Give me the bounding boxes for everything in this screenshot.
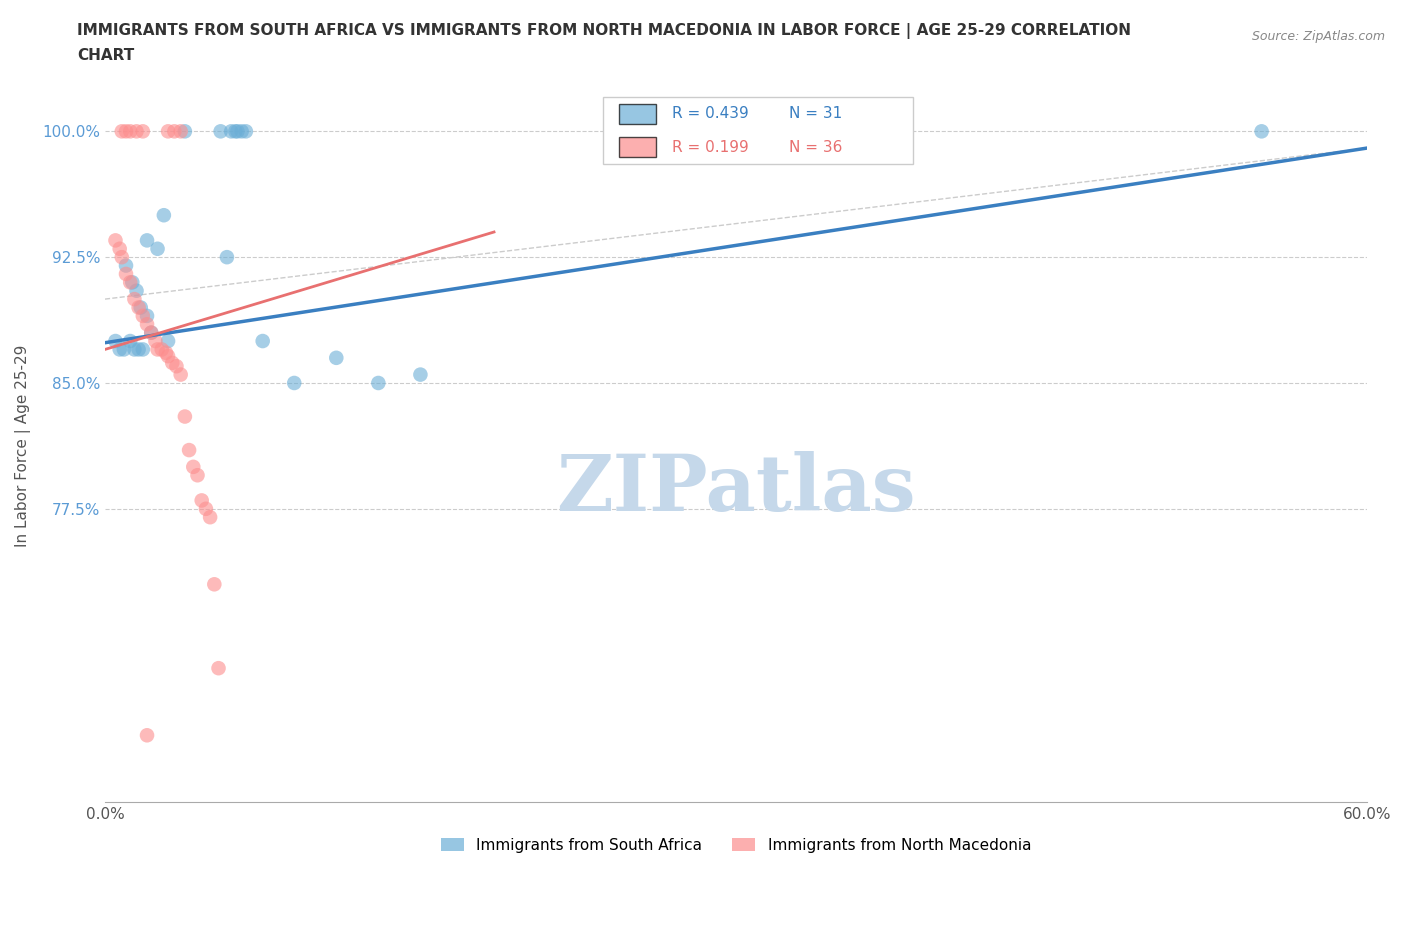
Point bbox=[136, 728, 159, 743]
Legend: Immigrants from South Africa, Immigrants from North Macedonia: Immigrants from South Africa, Immigrants… bbox=[434, 831, 1038, 859]
Point bbox=[190, 493, 212, 508]
Text: R = 0.439: R = 0.439 bbox=[672, 106, 748, 121]
Point bbox=[132, 309, 155, 324]
Point bbox=[207, 660, 229, 675]
Point bbox=[1250, 124, 1272, 139]
Point bbox=[120, 275, 142, 290]
Point bbox=[186, 468, 208, 483]
Point bbox=[132, 342, 155, 357]
Point bbox=[177, 443, 200, 458]
Y-axis label: In Labor Force | Age 25-29: In Labor Force | Age 25-29 bbox=[15, 345, 31, 547]
Point bbox=[124, 342, 146, 357]
Point bbox=[173, 124, 195, 139]
Point bbox=[128, 342, 150, 357]
Point bbox=[125, 284, 148, 299]
Point bbox=[367, 376, 389, 391]
Point bbox=[112, 342, 135, 357]
Point bbox=[108, 342, 131, 357]
Text: N = 31: N = 31 bbox=[789, 106, 842, 121]
Point bbox=[170, 367, 193, 382]
Point bbox=[215, 250, 238, 265]
Point bbox=[141, 326, 163, 340]
Point bbox=[219, 124, 242, 139]
Point bbox=[252, 334, 274, 349]
Point bbox=[125, 124, 148, 139]
Point bbox=[155, 345, 177, 360]
Text: CHART: CHART bbox=[77, 48, 135, 63]
FancyBboxPatch shape bbox=[619, 103, 657, 124]
Point bbox=[157, 349, 180, 364]
Point bbox=[111, 250, 134, 265]
Point bbox=[198, 510, 221, 525]
Point bbox=[115, 267, 138, 282]
Point bbox=[235, 124, 257, 139]
Point bbox=[111, 124, 134, 139]
Point bbox=[136, 317, 159, 332]
Point bbox=[108, 241, 131, 256]
Text: ZIPatlas: ZIPatlas bbox=[555, 451, 915, 526]
Point bbox=[115, 259, 138, 273]
Point bbox=[153, 207, 176, 222]
Point bbox=[157, 124, 180, 139]
Point bbox=[136, 309, 159, 324]
Point bbox=[104, 334, 127, 349]
Point bbox=[129, 300, 152, 315]
Point bbox=[409, 367, 432, 382]
Point bbox=[181, 459, 204, 474]
Point bbox=[173, 409, 195, 424]
Point bbox=[150, 342, 173, 357]
Point bbox=[166, 359, 188, 374]
Point bbox=[128, 300, 150, 315]
Point bbox=[124, 292, 146, 307]
Point bbox=[194, 501, 217, 516]
Point bbox=[325, 351, 347, 365]
Point bbox=[146, 342, 169, 357]
Point bbox=[145, 334, 167, 349]
Point bbox=[170, 124, 193, 139]
Point bbox=[231, 124, 253, 139]
Point bbox=[162, 355, 184, 370]
Text: Source: ZipAtlas.com: Source: ZipAtlas.com bbox=[1251, 30, 1385, 43]
Point bbox=[202, 577, 225, 591]
Point bbox=[146, 241, 169, 256]
Point bbox=[283, 376, 305, 391]
Point bbox=[163, 124, 186, 139]
Point bbox=[209, 124, 232, 139]
Point bbox=[226, 124, 249, 139]
Point bbox=[120, 334, 142, 349]
Point bbox=[104, 232, 127, 247]
Text: N = 36: N = 36 bbox=[789, 140, 842, 154]
Point bbox=[224, 124, 246, 139]
FancyBboxPatch shape bbox=[603, 97, 912, 165]
FancyBboxPatch shape bbox=[619, 137, 657, 157]
Point bbox=[115, 124, 138, 139]
Point bbox=[157, 334, 180, 349]
Point bbox=[121, 275, 143, 290]
Point bbox=[136, 232, 159, 247]
Text: R = 0.199: R = 0.199 bbox=[672, 140, 748, 154]
Point bbox=[132, 124, 155, 139]
Point bbox=[120, 124, 142, 139]
Point bbox=[141, 326, 163, 340]
Text: IMMIGRANTS FROM SOUTH AFRICA VS IMMIGRANTS FROM NORTH MACEDONIA IN LABOR FORCE |: IMMIGRANTS FROM SOUTH AFRICA VS IMMIGRAN… bbox=[77, 23, 1132, 39]
